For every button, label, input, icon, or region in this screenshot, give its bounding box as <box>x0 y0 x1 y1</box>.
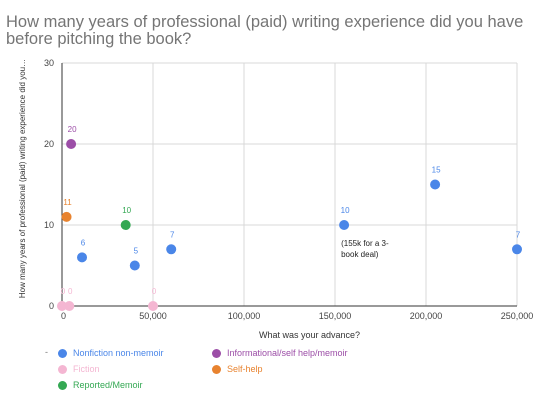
x-tick-label: 50,000 <box>139 311 167 321</box>
y-tick-label: 30 <box>44 58 54 68</box>
data-point <box>57 301 67 311</box>
data-point <box>66 139 77 149</box>
data-point <box>148 301 158 311</box>
chart-title: How many years of professional (paid) wr… <box>6 13 524 48</box>
data-point <box>77 252 88 263</box>
legend-swatch <box>58 364 67 374</box>
x-tick-label: 100,000 <box>228 311 261 321</box>
x-tick-label: 250,000 <box>501 311 534 321</box>
data-label: 10 <box>341 206 350 215</box>
data-label: 15 <box>432 166 441 175</box>
x-tick-label: 150,000 <box>319 311 352 321</box>
data-point <box>61 211 72 222</box>
legend-label: Fiction <box>73 364 100 374</box>
data-label: 0 <box>61 287 66 296</box>
legend-swatch <box>58 348 67 358</box>
x-tick-label: 200,000 <box>410 311 443 321</box>
data-point <box>120 220 131 230</box>
data-label: 11 <box>63 198 72 207</box>
legend-item: Fiction <box>58 364 100 374</box>
legend-bullet: - <box>45 347 48 357</box>
data-label: 20 <box>68 125 77 134</box>
data-point <box>430 179 441 190</box>
legend-label: Informational/self help/memoir <box>227 348 348 358</box>
annotation-text: (155k for a 3- <box>341 239 389 248</box>
annotation-text: book deal) <box>341 250 379 259</box>
data-point <box>512 244 522 255</box>
data-label: 5 <box>134 247 139 256</box>
x-axis-title: What was your advance? <box>259 330 360 340</box>
legend-item: Informational/self help/memoir <box>212 348 348 358</box>
data-label: 0 <box>152 287 157 296</box>
x-tick-label: 0 <box>61 311 66 321</box>
y-tick-label: 0 <box>49 301 54 311</box>
y-axis-title: How many years of professional (paid) wr… <box>18 59 27 298</box>
legend-label: Self-help <box>227 364 263 374</box>
data-point <box>64 301 75 311</box>
legend-swatch <box>212 348 221 358</box>
data-point <box>166 244 177 255</box>
legend-label: Nonfiction non-memoir <box>73 348 164 358</box>
legend-item: Self-help <box>212 364 263 374</box>
y-tick-label: 10 <box>44 220 54 230</box>
legend-item: Nonfiction non-memoir <box>58 348 164 358</box>
data-label: 6 <box>81 238 86 247</box>
data-point <box>339 220 350 230</box>
data-label: 7 <box>516 230 521 239</box>
legend-swatch <box>212 364 221 374</box>
legend-label: Reported/Memoir <box>73 380 143 390</box>
y-tick-label: 20 <box>44 139 54 149</box>
legend-swatch <box>58 380 67 390</box>
data-label: 10 <box>122 206 131 215</box>
data-label: 0 <box>68 287 73 296</box>
data-point <box>129 260 140 271</box>
legend-item: Reported/Memoir <box>58 380 143 390</box>
chart-legend: - Nonfiction non-memoir Fiction Reported/Me… <box>0 344 540 404</box>
data-label: 7 <box>170 230 175 239</box>
